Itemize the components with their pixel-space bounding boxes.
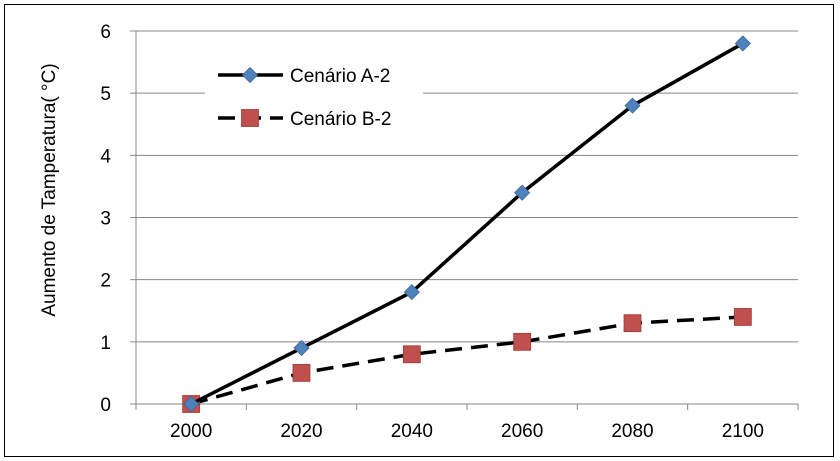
data-point — [623, 314, 642, 333]
legend-marker — [241, 66, 259, 84]
y-tick-label: 6 — [100, 22, 111, 43]
data-point — [293, 339, 310, 357]
series-line — [190, 41, 744, 406]
y-tick-label: 4 — [100, 146, 111, 167]
data-point — [624, 97, 641, 114]
legend-label: Cenário B-2 — [290, 109, 391, 130]
y-tick-label: 0 — [100, 395, 111, 416]
data-point — [733, 308, 752, 326]
axes — [130, 30, 799, 410]
legend: Cenário A-2 Cenário B-2 — [205, 56, 423, 148]
series-group — [182, 35, 752, 413]
x-tick-label: 2040 — [391, 421, 433, 442]
legend-box — [205, 56, 423, 148]
legend-marker — [241, 109, 259, 127]
data-point — [513, 332, 532, 351]
x-tick-label: 2100 — [722, 421, 764, 442]
y-axis-label: Aumento de Tamperatura( °C) — [39, 63, 60, 316]
series-2 — [182, 308, 752, 413]
x-tick-label: 2020 — [280, 421, 322, 442]
data-point — [292, 364, 311, 382]
series-1 — [183, 35, 751, 413]
legend-label: Cenário A-2 — [290, 66, 390, 87]
y-tick-labels: 0 1 2 3 4 5 6 — [100, 22, 111, 416]
y-tick-label: 5 — [100, 84, 111, 105]
data-point — [402, 345, 421, 364]
x-tick-label: 2080 — [611, 421, 653, 442]
x-tick-label: 2000 — [170, 421, 212, 442]
data-point — [403, 284, 420, 301]
y-tick-label: 2 — [100, 271, 111, 292]
y-tick-label: 3 — [100, 209, 111, 230]
x-tick-labels: 2000 2020 2040 2060 2080 2100 — [170, 421, 764, 442]
x-tick-label: 2060 — [501, 421, 543, 442]
data-point — [514, 184, 531, 201]
data-point — [183, 395, 200, 413]
data-point — [734, 35, 751, 52]
y-tick-label: 1 — [100, 333, 111, 354]
